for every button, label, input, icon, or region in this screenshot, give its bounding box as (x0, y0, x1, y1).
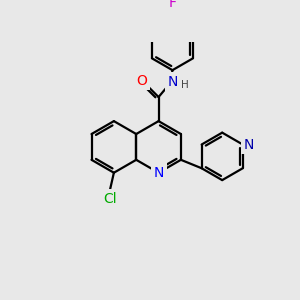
Text: N: N (244, 137, 254, 152)
Text: N: N (153, 166, 164, 180)
Text: F: F (168, 0, 176, 10)
Text: H: H (181, 80, 189, 90)
Text: N: N (168, 75, 178, 89)
Text: O: O (137, 74, 148, 88)
Text: Cl: Cl (103, 191, 116, 206)
